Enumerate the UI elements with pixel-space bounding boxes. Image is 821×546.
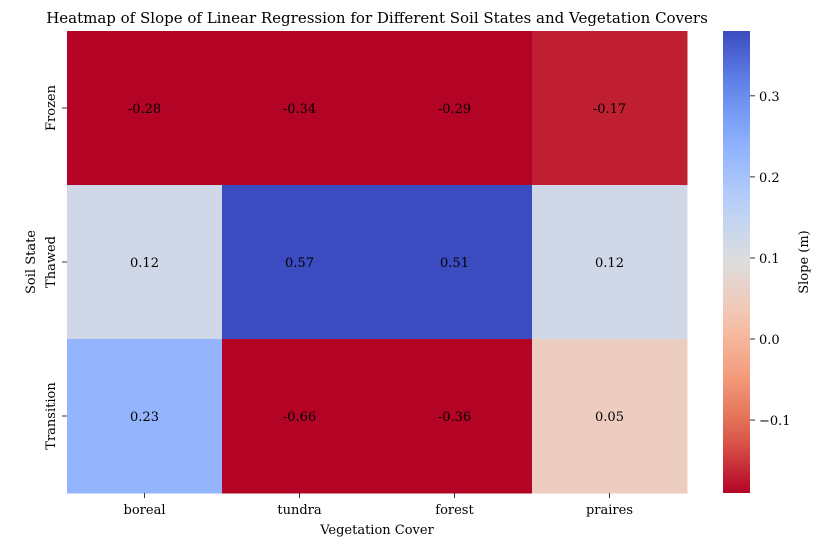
heatmap-cell (532, 185, 688, 340)
colorbar-tick-label: 0.3 (759, 90, 780, 105)
x-axis-label: Vegetation Cover (319, 523, 434, 538)
heatmap-cell-labels: -0.28 -0.34 -0.29 -0.17 0.12 0.57 0.51 0.12 0.23… (128, 102, 626, 425)
y-tick-label: Frozen (44, 84, 59, 131)
cell-value-label: -0.66 (283, 410, 316, 425)
x-tick-label: boreal (124, 503, 166, 518)
x-axis-ticks: boreal tundra forest praires (124, 493, 633, 518)
heatmap-cell (532, 339, 688, 494)
heatmap-cell (222, 31, 378, 186)
heatmap-cells (67, 31, 688, 494)
y-tick-label: Transition (44, 382, 59, 450)
cell-value-label: -0.29 (438, 102, 471, 117)
colorbar-ticks: 0.3 0.2 0.1 0.0 −0.1 (750, 90, 791, 429)
colorbar-tick-label: 0.2 (759, 171, 780, 186)
heatmap-cell (532, 31, 688, 186)
colorbar-tick-label: 0.0 (759, 333, 780, 348)
heatmap-cell (377, 185, 533, 340)
chart-title: Heatmap of Slope of Linear Regression fo… (46, 9, 708, 27)
colorbar-tick-label: −0.1 (759, 414, 791, 429)
cell-value-label: 0.12 (130, 256, 159, 271)
cell-value-label: -0.17 (593, 102, 626, 117)
heatmap-cell (67, 31, 223, 186)
cell-value-label: -0.28 (128, 102, 161, 117)
colorbar-tick-label: 0.1 (759, 252, 780, 267)
cell-value-label: 0.23 (130, 410, 159, 425)
y-axis-label: Soil State (24, 230, 39, 294)
colorbar (723, 31, 750, 493)
heatmap-cell (377, 339, 533, 494)
x-tick-label: praires (586, 503, 633, 518)
y-tick-label: Thawed (44, 236, 59, 288)
heatmap-cell (222, 185, 378, 340)
cell-value-label: -0.34 (283, 102, 316, 117)
cell-value-label: 0.12 (595, 256, 624, 271)
heatmap-cell (222, 339, 378, 494)
cell-value-label: 0.51 (440, 256, 469, 271)
x-tick-label: tundra (277, 503, 322, 518)
heatmap-cell (377, 31, 533, 186)
cell-value-label: 0.05 (595, 410, 624, 425)
heatmap-cell (67, 339, 223, 494)
heatmap-cell (67, 185, 223, 340)
y-axis-ticks: Frozen Thawed Transition (44, 84, 67, 450)
cell-value-label: 0.57 (285, 256, 314, 271)
x-tick-label: forest (435, 503, 474, 518)
cell-value-label: -0.36 (438, 410, 471, 425)
colorbar-label: Slope (m) (797, 230, 812, 294)
